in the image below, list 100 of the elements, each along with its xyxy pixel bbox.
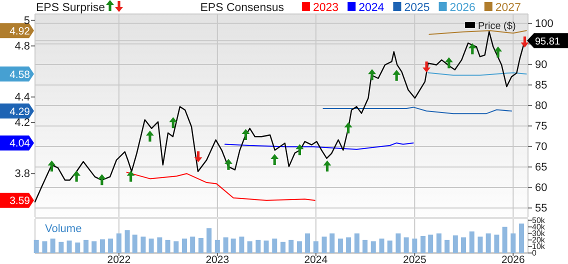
y2-tick-label: 80 bbox=[535, 100, 548, 112]
bar bbox=[510, 233, 516, 253]
x-tick-label: 2022 bbox=[107, 254, 131, 264]
point bbox=[344, 122, 352, 134]
y-tick-label: 4.2 bbox=[14, 117, 30, 130]
bar bbox=[478, 236, 483, 253]
y-tick-label: 4.04 bbox=[10, 138, 30, 150]
point bbox=[296, 144, 304, 156]
bar bbox=[396, 233, 401, 253]
bar bbox=[519, 224, 524, 253]
legend-label: 2026 bbox=[450, 2, 476, 14]
bar bbox=[165, 240, 170, 253]
bar bbox=[108, 238, 114, 253]
bar bbox=[420, 236, 426, 253]
bar bbox=[140, 236, 146, 253]
line-series bbox=[126, 172, 316, 201]
y-tick-label: 20k bbox=[532, 235, 546, 244]
bar bbox=[272, 238, 278, 253]
legend-label: 2025 bbox=[404, 2, 430, 14]
bar bbox=[223, 237, 228, 253]
point bbox=[392, 70, 401, 81]
x-tick-label: 2025 bbox=[402, 254, 427, 264]
point bbox=[146, 130, 154, 142]
bar bbox=[157, 237, 162, 253]
bar bbox=[404, 237, 409, 253]
bar bbox=[148, 238, 154, 253]
y-tick-label: 3.8 bbox=[14, 168, 30, 180]
point bbox=[126, 170, 135, 182]
bar bbox=[182, 238, 187, 253]
point bbox=[98, 174, 106, 186]
bar bbox=[198, 238, 204, 253]
bar bbox=[42, 241, 48, 253]
bar bbox=[50, 238, 56, 253]
legend-label: Price ($) bbox=[478, 21, 516, 32]
annotation: EPS Surprise bbox=[36, 2, 106, 14]
y-tick-label: 3.59 bbox=[10, 195, 30, 208]
point bbox=[242, 128, 250, 140]
bar bbox=[379, 238, 384, 253]
bar bbox=[116, 233, 122, 253]
point bbox=[224, 158, 232, 170]
bar bbox=[494, 234, 500, 253]
y-tick-label: 4.92 bbox=[10, 25, 30, 38]
bar bbox=[502, 226, 508, 253]
annotation: Volume bbox=[45, 223, 82, 235]
bar bbox=[247, 241, 252, 253]
x-tick-label: 2023 bbox=[206, 254, 230, 264]
y-tick-label: 4.29 bbox=[10, 106, 30, 118]
point bbox=[494, 46, 502, 58]
bar bbox=[461, 237, 466, 253]
bar bbox=[239, 236, 244, 253]
y-tick-label: 50k bbox=[532, 216, 546, 225]
x-tick-label: 2024 bbox=[304, 254, 328, 264]
bar bbox=[436, 233, 442, 253]
point bbox=[270, 154, 279, 165]
bar bbox=[338, 238, 343, 253]
y2-tick-label: 90 bbox=[535, 58, 548, 71]
bar bbox=[452, 235, 458, 253]
legend-label: 2024 bbox=[358, 2, 385, 14]
bar bbox=[34, 240, 39, 253]
bar bbox=[444, 240, 450, 253]
annotation: EPS Consensus bbox=[200, 2, 284, 14]
bar bbox=[370, 241, 376, 253]
bar bbox=[124, 230, 130, 253]
y2-tick-label: 65 bbox=[535, 161, 548, 174]
bar bbox=[288, 240, 294, 253]
bar bbox=[100, 239, 105, 253]
bar bbox=[346, 237, 352, 253]
y2-tick-label: 95.81 bbox=[535, 36, 560, 48]
bar bbox=[92, 241, 97, 253]
y-tick-label: 4.58 bbox=[10, 68, 30, 81]
bar bbox=[305, 233, 310, 253]
point bbox=[72, 170, 81, 182]
bar bbox=[190, 236, 196, 253]
bar bbox=[280, 242, 286, 253]
point bbox=[48, 160, 56, 172]
bar bbox=[412, 238, 418, 253]
y-tick-label: 4.8 bbox=[14, 40, 30, 52]
line-series bbox=[224, 142, 414, 150]
bar bbox=[84, 240, 88, 253]
bar bbox=[354, 233, 360, 253]
point bbox=[368, 69, 376, 80]
bar bbox=[206, 228, 212, 253]
legend-label: 2027 bbox=[495, 2, 521, 14]
bar bbox=[256, 240, 261, 253]
y2-tick-label: 85 bbox=[535, 79, 548, 92]
bar bbox=[330, 233, 335, 253]
point bbox=[323, 160, 332, 172]
point bbox=[520, 36, 529, 48]
bar bbox=[296, 241, 302, 253]
bar bbox=[313, 241, 318, 253]
y2-tick-label: 55 bbox=[535, 202, 548, 214]
y-tick-label: 4.4 bbox=[14, 92, 30, 104]
y-tick-label: 30k bbox=[532, 228, 546, 238]
bar bbox=[58, 242, 64, 253]
bar bbox=[132, 234, 138, 253]
bar bbox=[362, 240, 368, 253]
point bbox=[194, 151, 202, 162]
legend-label: 2023 bbox=[313, 2, 339, 14]
y2-tick-label: 70 bbox=[535, 140, 548, 153]
y-tick-label: 40k bbox=[532, 222, 546, 232]
